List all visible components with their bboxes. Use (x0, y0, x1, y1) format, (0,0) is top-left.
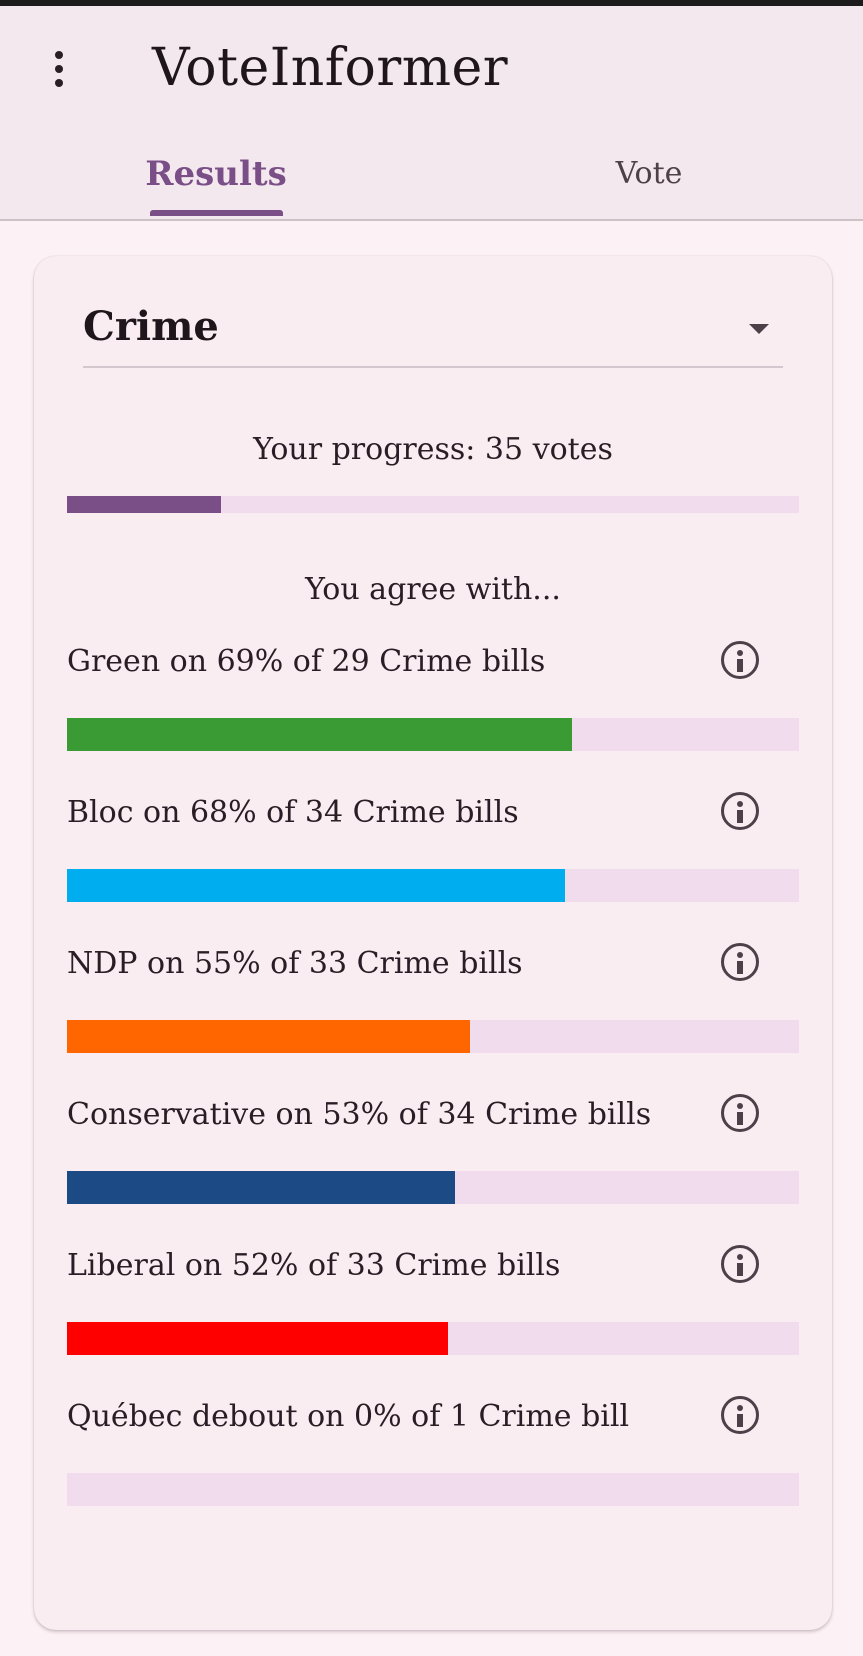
info-icon[interactable] (721, 1094, 759, 1132)
info-icon[interactable] (721, 1396, 759, 1434)
progress-label: Your progress: 35 votes (253, 432, 613, 467)
party-row-bloc: Bloc on 68% of 34 Crime bills (67, 792, 799, 923)
info-icon[interactable] (721, 1245, 759, 1283)
progress-bar (67, 496, 799, 513)
party-agreement-bar (67, 718, 799, 751)
party-agreement-label: Québec debout on 0% of 1 Crime bill (67, 1399, 630, 1434)
app-bar: VoteInformer Results Vote (0, 6, 863, 221)
tab-vote-label: Vote (615, 155, 683, 191)
party-row-green: Green on 69% of 29 Crime bills (67, 641, 799, 772)
party-row-quebec-debout: Québec debout on 0% of 1 Crime bill (67, 1396, 799, 1527)
selected-tab-indicator (150, 210, 283, 216)
tab-results[interactable]: Results (110, 136, 322, 221)
arrow-drop-down-icon (749, 324, 769, 334)
party-agreement-label: Conservative on 53% of 34 Crime bills (67, 1097, 652, 1132)
tab-bar: Results Vote (0, 136, 863, 221)
category-dropdown[interactable]: Crime (83, 296, 783, 368)
party-agreement-bar (67, 1020, 799, 1053)
menu-dot (55, 79, 63, 87)
info-icon[interactable] (721, 943, 759, 981)
party-agreement-label: Bloc on 68% of 34 Crime bills (67, 795, 519, 830)
progress-bar-fill (67, 496, 221, 513)
party-agreement-bar (67, 1473, 799, 1506)
party-row-conservative: Conservative on 53% of 34 Crime bills (67, 1094, 799, 1225)
more-vert-icon[interactable] (36, 36, 82, 102)
tab-results-label: Results (145, 153, 287, 194)
party-agreement-bar-fill (67, 869, 565, 902)
app-title: VoteInformer (152, 38, 509, 98)
party-row-ndp: NDP on 55% of 33 Crime bills (67, 943, 799, 1074)
party-agreement-bar-fill (67, 1171, 455, 1204)
results-card: Crime Your progress: 35 votes You agree … (34, 256, 832, 1630)
status-bar-strip (0, 0, 863, 6)
menu-dot (55, 65, 63, 73)
info-icon[interactable] (721, 792, 759, 830)
party-agreement-label: NDP on 55% of 33 Crime bills (67, 946, 523, 981)
party-agreement-label: Green on 69% of 29 Crime bills (67, 644, 546, 679)
party-agreement-bar-fill (67, 1020, 470, 1053)
agree-heading: You agree with... (305, 572, 561, 607)
party-agreement-label: Liberal on 52% of 33 Crime bills (67, 1248, 561, 1283)
party-agreement-bar-fill (67, 718, 573, 751)
tab-vote[interactable]: Vote (540, 136, 758, 221)
info-icon[interactable] (721, 641, 759, 679)
party-row-liberal: Liberal on 52% of 33 Crime bills (67, 1245, 799, 1376)
menu-dot (55, 51, 63, 59)
party-agreement-bar-fill (67, 1322, 448, 1355)
category-dropdown-value: Crime (83, 303, 219, 350)
party-agreement-bar (67, 1171, 799, 1204)
party-agreement-bar (67, 1322, 799, 1355)
party-agreement-bar (67, 869, 799, 902)
